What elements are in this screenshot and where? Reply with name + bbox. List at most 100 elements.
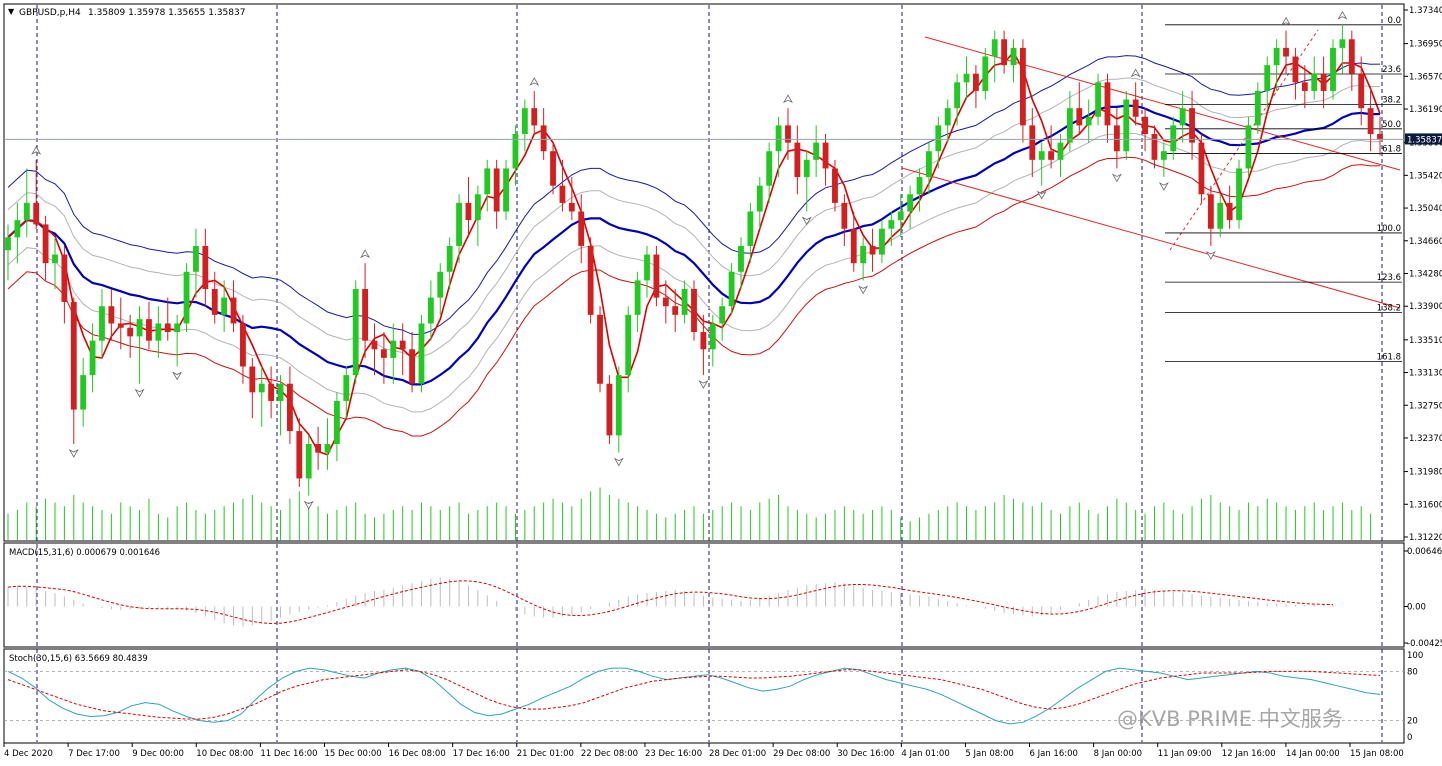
candle-body[interactable] xyxy=(1358,73,1365,109)
candle-body[interactable] xyxy=(1019,47,1026,126)
candle-body[interactable] xyxy=(1254,90,1261,126)
candle-body[interactable] xyxy=(418,323,425,384)
candle-body[interactable] xyxy=(277,383,284,401)
candle-body[interactable] xyxy=(343,375,350,401)
candle-body[interactable] xyxy=(315,444,322,453)
candle-body[interactable] xyxy=(1038,151,1045,160)
candle-body[interactable] xyxy=(1113,125,1120,152)
candlesticks[interactable] xyxy=(5,24,1383,496)
candle-body[interactable] xyxy=(249,366,256,393)
candle-body[interactable] xyxy=(1095,82,1101,117)
candle-body[interactable] xyxy=(747,211,754,246)
candle-body[interactable] xyxy=(1010,47,1017,66)
candle-body[interactable] xyxy=(1207,194,1214,229)
candle-body[interactable] xyxy=(1236,168,1242,221)
candle-body[interactable] xyxy=(1076,108,1083,126)
candle-body[interactable] xyxy=(615,375,622,436)
candle-body[interactable] xyxy=(1330,47,1336,91)
candle-body[interactable] xyxy=(982,56,989,91)
candle-body[interactable] xyxy=(446,245,453,272)
candle-body[interactable] xyxy=(879,228,885,255)
candle-body[interactable] xyxy=(202,245,209,289)
candle-body[interactable] xyxy=(897,211,904,221)
candle-body[interactable] xyxy=(493,168,500,212)
candle-body[interactable] xyxy=(1170,125,1177,152)
candle-body[interactable] xyxy=(512,134,519,169)
candle-body[interactable] xyxy=(728,271,735,307)
candle-body[interactable] xyxy=(14,220,21,238)
candle-body[interactable] xyxy=(1339,39,1346,48)
candle-body[interactable] xyxy=(427,297,434,324)
candle-body[interactable] xyxy=(587,245,594,315)
candle-body[interactable] xyxy=(644,254,650,281)
candle-body[interactable] xyxy=(371,340,378,350)
candle-body[interactable] xyxy=(174,323,181,333)
candle-body[interactable] xyxy=(907,194,914,212)
candle-body[interactable] xyxy=(5,237,11,251)
candle-body[interactable] xyxy=(324,444,331,453)
candle-body[interactable] xyxy=(973,73,979,91)
candle-body[interactable] xyxy=(221,297,228,315)
candle-body[interactable] xyxy=(785,125,791,143)
candle-body[interactable] xyxy=(860,245,867,264)
candle-body[interactable] xyxy=(1001,39,1008,66)
candle-body[interactable] xyxy=(1245,125,1252,169)
chart-menu-arrow[interactable]: ▼ xyxy=(8,7,15,16)
candle-body[interactable] xyxy=(1226,202,1233,221)
candle-body[interactable] xyxy=(117,323,124,328)
candle-body[interactable] xyxy=(1320,73,1327,91)
candle-body[interactable] xyxy=(362,289,369,341)
candle-body[interactable] xyxy=(42,224,49,264)
candle-body[interactable] xyxy=(99,306,105,341)
candle-body[interactable] xyxy=(794,142,801,178)
candle-body[interactable] xyxy=(296,431,303,479)
candle-body[interactable] xyxy=(738,245,744,272)
candle-body[interactable] xyxy=(268,383,275,401)
candle-body[interactable] xyxy=(653,254,660,298)
candle-body[interactable] xyxy=(1301,82,1308,91)
candle-body[interactable] xyxy=(409,349,415,384)
candle-body[interactable] xyxy=(155,323,162,341)
candle-body[interactable] xyxy=(352,289,359,376)
candle-body[interactable] xyxy=(709,323,716,350)
candle-body[interactable] xyxy=(465,202,472,221)
candle-body[interactable] xyxy=(70,301,77,410)
candle-body[interactable] xyxy=(1189,108,1195,143)
candle-body[interactable] xyxy=(540,125,547,152)
candle-body[interactable] xyxy=(390,340,397,358)
candle-body[interactable] xyxy=(832,168,838,203)
candle-body[interactable] xyxy=(822,142,829,169)
candle-body[interactable] xyxy=(230,297,237,324)
candle-body[interactable] xyxy=(136,319,143,337)
candle-body[interactable] xyxy=(597,314,603,384)
candle-body[interactable] xyxy=(23,202,30,221)
candle-body[interactable] xyxy=(1217,202,1224,229)
candle-body[interactable] xyxy=(1142,116,1148,134)
candle-body[interactable] xyxy=(380,349,387,358)
candle-body[interactable] xyxy=(1029,125,1036,160)
candle-body[interactable] xyxy=(550,151,556,186)
candle-body[interactable] xyxy=(1048,151,1055,160)
candle-body[interactable] xyxy=(719,306,726,324)
candle-body[interactable] xyxy=(1066,108,1073,143)
candle-body[interactable] xyxy=(399,340,406,350)
candle-body[interactable] xyxy=(164,323,171,333)
candle-body[interactable] xyxy=(1132,99,1139,117)
candle-body[interactable] xyxy=(240,323,246,367)
candle-body[interactable] xyxy=(1104,82,1111,126)
candle-body[interactable] xyxy=(625,314,632,376)
candle-body[interactable] xyxy=(1123,99,1130,152)
candle-body[interactable] xyxy=(1151,134,1158,160)
candle-body[interactable] xyxy=(926,151,932,178)
candle-body[interactable] xyxy=(691,289,697,333)
candle-body[interactable] xyxy=(944,108,951,126)
candle-body[interactable] xyxy=(935,125,942,152)
candle-body[interactable] xyxy=(1160,151,1167,160)
candle-body[interactable] xyxy=(1377,134,1383,140)
candle-body[interactable] xyxy=(1367,108,1374,134)
candle-body[interactable] xyxy=(1085,116,1092,126)
candle-body[interactable] xyxy=(484,168,491,195)
candle-body[interactable] xyxy=(521,108,528,134)
candle-body[interactable] xyxy=(775,125,782,152)
candle-body[interactable] xyxy=(183,271,190,324)
